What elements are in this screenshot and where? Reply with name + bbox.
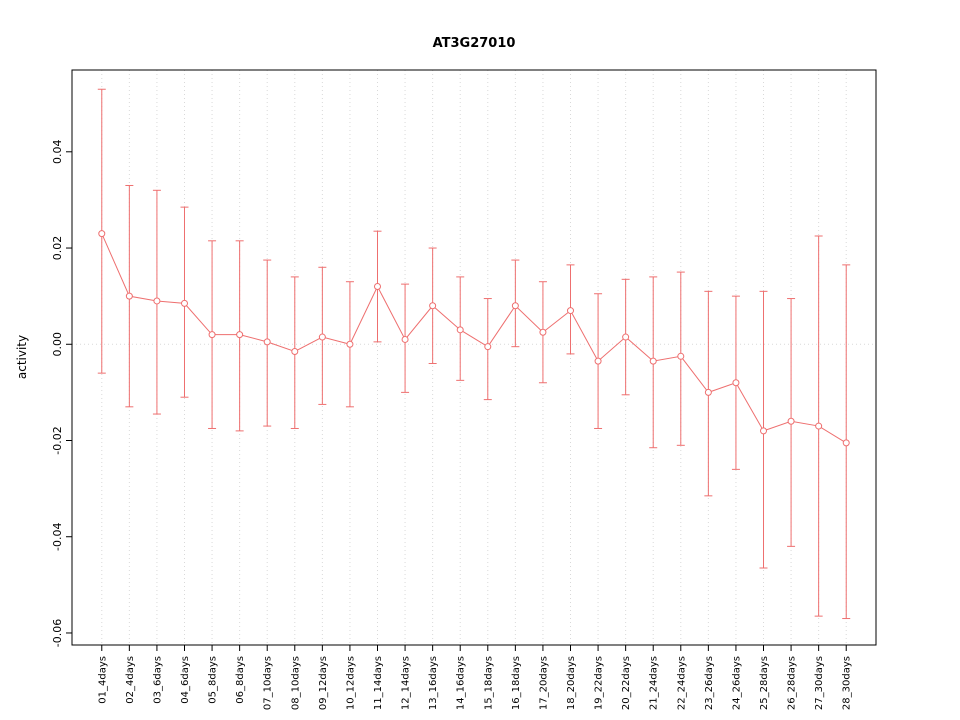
- x-tick-label: 17_20days: [538, 656, 549, 710]
- series-line: [101, 233, 847, 444]
- x-tick-label: 19_22days: [594, 656, 605, 710]
- y-tick-label: -0.06: [51, 619, 64, 647]
- x-tick-label: 15_18days: [483, 656, 494, 710]
- y-tick-label: -0.04: [51, 523, 64, 551]
- x-tick-label: 24_26days: [731, 656, 742, 710]
- x-tick-label: 16_18days: [511, 656, 522, 710]
- x-tick-label: 25_28days: [759, 656, 770, 710]
- data-point: [125, 292, 133, 300]
- data-point: [815, 422, 823, 430]
- x-tick-label: 13_16days: [428, 656, 439, 710]
- data-point: [787, 417, 795, 425]
- data-point: [456, 326, 464, 334]
- data-point: [429, 302, 437, 310]
- data-point: [180, 299, 188, 307]
- data-point: [622, 333, 630, 341]
- data-point: [760, 427, 768, 435]
- x-tick-label: 26_28days: [787, 656, 798, 710]
- y-tick-label: -0.02: [51, 426, 64, 454]
- chart-title: AT3G27010: [432, 36, 516, 51]
- data-point: [594, 357, 602, 365]
- x-tick-label: 18_20days: [566, 656, 577, 710]
- data-point: [346, 340, 354, 348]
- plot-border: [71, 69, 877, 646]
- x-tick-label: 09_12days: [318, 656, 329, 710]
- x-tick-label: 23_26days: [704, 656, 715, 710]
- x-tick-label: 11_14days: [373, 656, 384, 710]
- data-point: [649, 357, 657, 365]
- data-point: [153, 297, 161, 305]
- data-point: [511, 302, 519, 310]
- x-tick-label: 10_12days: [345, 656, 356, 710]
- x-tick-label: 06_8days: [235, 656, 246, 704]
- x-tick-label: 01_4days: [97, 656, 108, 704]
- x-tick-label: 07_10days: [263, 656, 274, 710]
- x-tick-label: 27_30days: [814, 656, 825, 710]
- x-tick-label: 04_6days: [180, 656, 191, 704]
- x-tick-label: 12_14days: [401, 656, 412, 710]
- data-point: [263, 338, 271, 346]
- data-point: [401, 335, 409, 343]
- x-tick-label: 02_4days: [125, 656, 136, 704]
- y-tick-label: 0.04: [51, 140, 64, 165]
- data-point: [704, 388, 712, 396]
- x-tick-label: 22_24days: [676, 656, 687, 710]
- data-point: [732, 379, 740, 387]
- data-point: [236, 331, 244, 339]
- y-tick-label: 0.02: [51, 236, 64, 261]
- data-point: [291, 347, 299, 355]
- x-tick-label: 28_30days: [842, 656, 853, 710]
- data-point: [484, 343, 492, 351]
- x-tick-label: 05_8days: [208, 656, 219, 704]
- x-tick-label: 03_6days: [152, 656, 163, 704]
- data-point: [208, 331, 216, 339]
- x-tick-label: 21_24days: [649, 656, 660, 710]
- data-point: [98, 230, 106, 238]
- data-point: [842, 439, 850, 447]
- data-point: [318, 333, 326, 341]
- data-point: [373, 283, 381, 291]
- x-tick-label: 08_10days: [290, 656, 301, 710]
- data-point: [677, 352, 685, 360]
- data-point: [567, 307, 575, 315]
- data-point: [539, 328, 547, 336]
- x-tick-label: 14_16days: [456, 656, 467, 710]
- y-tick-label: 0.00: [51, 332, 64, 357]
- x-tick-label: 20_22days: [621, 656, 632, 710]
